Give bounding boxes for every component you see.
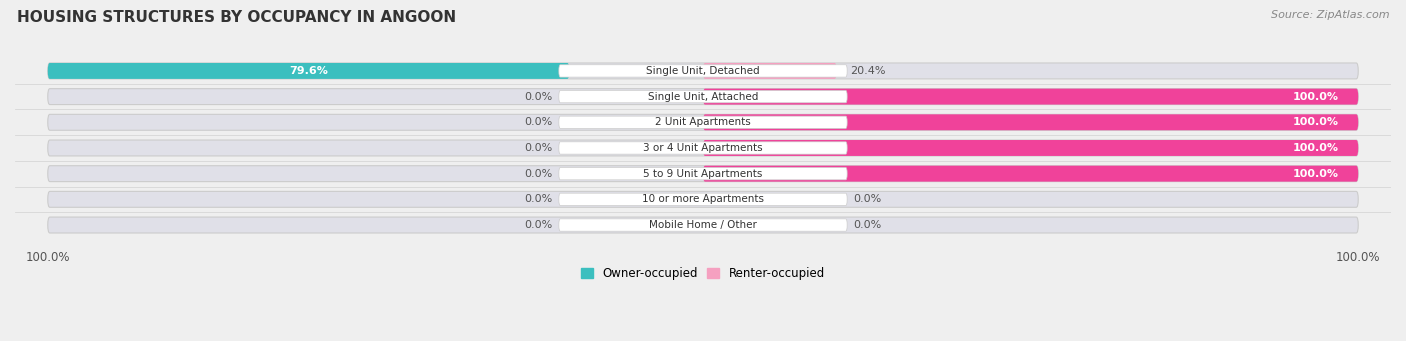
- Text: 5 to 9 Unit Apartments: 5 to 9 Unit Apartments: [644, 169, 762, 179]
- Legend: Owner-occupied, Renter-occupied: Owner-occupied, Renter-occupied: [576, 262, 830, 284]
- Text: Single Unit, Detached: Single Unit, Detached: [647, 66, 759, 76]
- FancyBboxPatch shape: [558, 116, 848, 129]
- FancyBboxPatch shape: [703, 114, 1358, 130]
- FancyBboxPatch shape: [48, 89, 1358, 105]
- FancyBboxPatch shape: [703, 166, 1358, 182]
- Text: 100.0%: 100.0%: [1292, 92, 1339, 102]
- Text: 0.0%: 0.0%: [524, 169, 553, 179]
- FancyBboxPatch shape: [703, 140, 1358, 156]
- Text: 0.0%: 0.0%: [853, 194, 882, 204]
- Text: 100.0%: 100.0%: [1292, 169, 1339, 179]
- FancyBboxPatch shape: [558, 219, 848, 231]
- Text: 0.0%: 0.0%: [524, 220, 553, 230]
- Text: 3 or 4 Unit Apartments: 3 or 4 Unit Apartments: [643, 143, 763, 153]
- Text: 10 or more Apartments: 10 or more Apartments: [643, 194, 763, 204]
- Text: Mobile Home / Other: Mobile Home / Other: [650, 220, 756, 230]
- FancyBboxPatch shape: [48, 217, 1358, 233]
- Text: 0.0%: 0.0%: [524, 117, 553, 127]
- FancyBboxPatch shape: [558, 142, 848, 154]
- Text: 0.0%: 0.0%: [524, 143, 553, 153]
- FancyBboxPatch shape: [558, 193, 848, 206]
- Text: 100.0%: 100.0%: [1292, 143, 1339, 153]
- Text: Source: ZipAtlas.com: Source: ZipAtlas.com: [1271, 10, 1389, 20]
- FancyBboxPatch shape: [48, 140, 1358, 156]
- Text: 100.0%: 100.0%: [1292, 117, 1339, 127]
- Text: HOUSING STRUCTURES BY OCCUPANCY IN ANGOON: HOUSING STRUCTURES BY OCCUPANCY IN ANGOO…: [17, 10, 456, 25]
- FancyBboxPatch shape: [48, 63, 1358, 79]
- Text: 0.0%: 0.0%: [524, 194, 553, 204]
- Text: 20.4%: 20.4%: [849, 66, 886, 76]
- FancyBboxPatch shape: [558, 90, 848, 103]
- FancyBboxPatch shape: [558, 167, 848, 180]
- FancyBboxPatch shape: [703, 63, 837, 79]
- FancyBboxPatch shape: [558, 65, 848, 77]
- FancyBboxPatch shape: [703, 89, 1358, 105]
- FancyBboxPatch shape: [48, 114, 1358, 130]
- Text: 0.0%: 0.0%: [524, 92, 553, 102]
- FancyBboxPatch shape: [48, 191, 1358, 207]
- Text: 2 Unit Apartments: 2 Unit Apartments: [655, 117, 751, 127]
- Text: 0.0%: 0.0%: [853, 220, 882, 230]
- FancyBboxPatch shape: [48, 63, 569, 79]
- FancyBboxPatch shape: [48, 166, 1358, 182]
- Text: Single Unit, Attached: Single Unit, Attached: [648, 92, 758, 102]
- Text: 79.6%: 79.6%: [290, 66, 328, 76]
